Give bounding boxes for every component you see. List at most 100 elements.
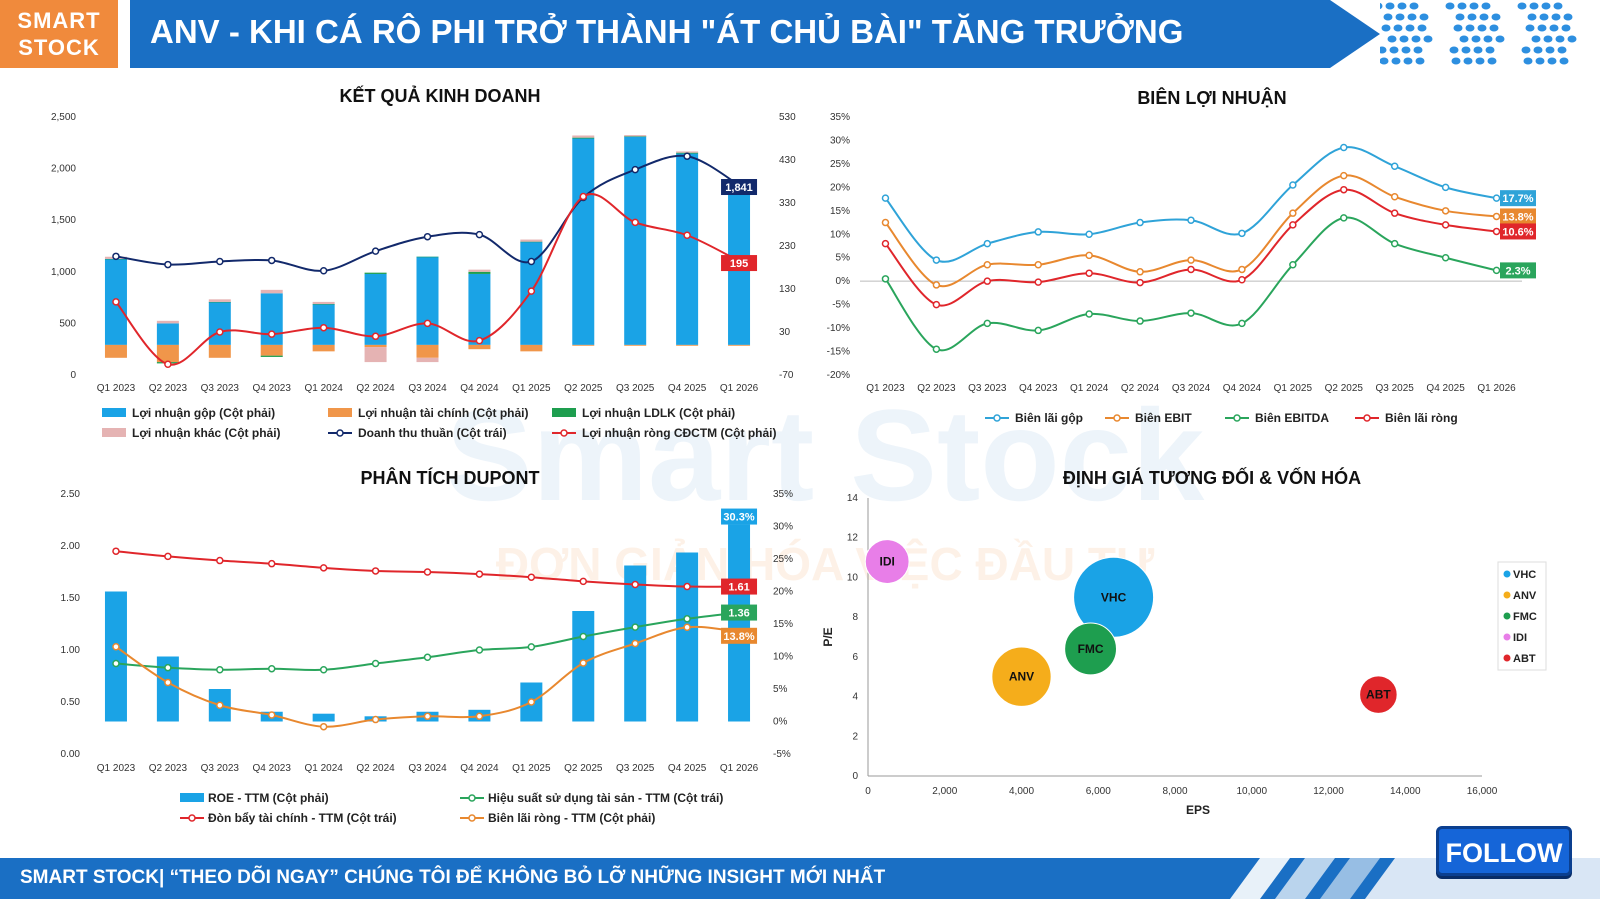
bar (624, 136, 647, 137)
y-tick-label: -10% (827, 323, 850, 334)
bar (624, 135, 647, 137)
legend-marker (993, 414, 1001, 422)
legend-label: IDI (1513, 632, 1527, 644)
bar (260, 293, 283, 345)
dot-icon (1461, 46, 1471, 54)
right-tick-label: 10% (773, 652, 793, 663)
line-point (112, 298, 120, 306)
line-point (475, 336, 484, 345)
line-point (371, 332, 380, 341)
line-point (423, 712, 432, 721)
follow-button[interactable]: FOLLOW (1436, 826, 1572, 876)
data-label-box (721, 604, 758, 621)
dot-icon (1380, 46, 1387, 54)
y-tick-label: 25% (830, 159, 850, 170)
x-tick-label: Q4 2025 (668, 383, 707, 394)
right-tick-label: 130 (779, 284, 796, 295)
dot-icon (1393, 24, 1403, 32)
dot-icon (1541, 2, 1551, 10)
line-point (527, 698, 536, 706)
data-label: 10.6% (1502, 226, 1533, 238)
line-point (319, 564, 328, 572)
legend-label: ABT (1513, 653, 1536, 665)
legend-marker (1363, 414, 1371, 422)
line-point (112, 547, 120, 555)
dot-icon (1533, 46, 1543, 54)
y-tick-label: 10 (847, 572, 859, 583)
line-point (1289, 209, 1297, 217)
bar (364, 272, 387, 274)
data-label-box (721, 627, 758, 644)
line-point (631, 639, 639, 648)
line-point (1390, 239, 1399, 248)
line-point (216, 701, 224, 709)
dot-icon (1531, 35, 1541, 43)
y-axis-title: P/E (821, 627, 835, 646)
x-tick-label: Q2 2024 (356, 763, 395, 774)
y-tick-label: 0 (852, 771, 858, 782)
footer-text: SMART STOCK| “THEO DÕI NGAY” CHÚNG TÔI Đ… (20, 867, 886, 888)
line-point (1238, 229, 1246, 238)
dot-icon (1525, 24, 1535, 32)
line-point (527, 257, 536, 266)
bubble-label: IDI (880, 555, 895, 569)
line-point (216, 328, 224, 336)
x-tick-label: Q4 2024 (460, 763, 499, 774)
legend-marker (1503, 612, 1511, 620)
bar (676, 151, 699, 153)
dot-icon (1549, 24, 1559, 32)
legend-marker (1503, 570, 1511, 578)
legend-label: ANV (1513, 590, 1537, 602)
logo-line2: STOCK (18, 35, 100, 60)
data-label-box (721, 578, 758, 595)
bar (728, 344, 751, 346)
dupont-chart: PHÂN TÍCH DUPONT 0.00 0.50 1.00 1.50 2.00 2.5… (61, 467, 794, 825)
x-tick-label: Q2 2025 (564, 383, 603, 394)
x-tick-label: 10,000 (1236, 786, 1267, 797)
x-tick-label: Q4 2023 (1019, 383, 1058, 394)
y-tick-label: -20% (827, 370, 850, 381)
dot-icon (1391, 57, 1401, 65)
x-tick-label: Q3 2024 (1172, 383, 1211, 394)
line-point (1238, 276, 1246, 284)
bar (208, 301, 231, 303)
line-point (216, 556, 224, 565)
data-label-box (1500, 223, 1536, 240)
x-tick-label: Q4 2023 (253, 383, 292, 394)
line-point (423, 232, 432, 241)
x-tick-label: 6,000 (1086, 786, 1111, 797)
line-point (319, 323, 328, 332)
line-point (1136, 317, 1144, 325)
data-label-box (1500, 190, 1536, 207)
y-tick-label: 6 (852, 652, 858, 663)
line-point (1340, 214, 1348, 222)
left-tick-label: 1,500 (51, 215, 76, 226)
business-results-chart: KẾT QUẢ KINH DOANH 0 500 1,000 1,500 2,000 2,… (51, 85, 796, 440)
bar (260, 355, 283, 357)
line-point (371, 659, 380, 668)
left-tick-label: 2,000 (51, 164, 76, 175)
line-point (881, 239, 890, 248)
watermark: Smart Stock ĐƠN GIẢN HÓA VIỆC ĐẦU TƯ (446, 382, 1205, 590)
line-point (631, 165, 639, 174)
line-point (1340, 143, 1348, 152)
line-point (1390, 162, 1399, 171)
bar (416, 344, 439, 358)
data-label: 1,841 (725, 182, 753, 194)
dot-icon (1545, 46, 1555, 54)
line-point (267, 711, 276, 719)
dot-icon (1459, 35, 1469, 43)
line-point (1136, 218, 1144, 227)
bubble-label: ANV (1009, 670, 1034, 684)
bubble-label: ABT (1366, 688, 1391, 702)
bubble-label: FMC (1078, 642, 1104, 656)
bar (468, 269, 491, 272)
dot-icon (1559, 57, 1569, 65)
dot-icon (1491, 13, 1501, 21)
bar (312, 304, 335, 305)
dot-icon (1561, 24, 1571, 32)
line-point (1492, 194, 1501, 202)
left-tick-label: 500 (59, 318, 76, 329)
dot-icon (1385, 2, 1395, 10)
dot-icon (1473, 46, 1483, 54)
